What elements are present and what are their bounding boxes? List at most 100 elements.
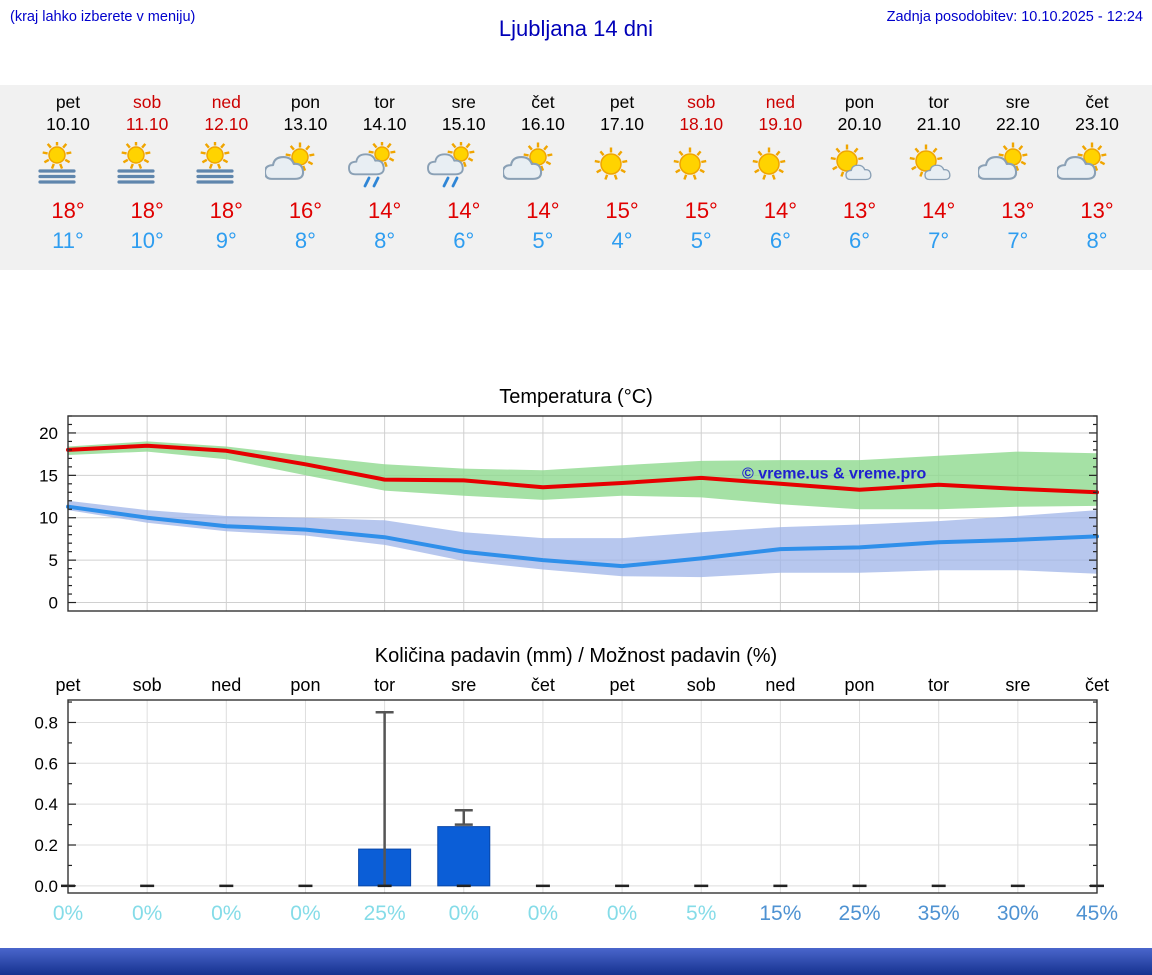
partly-cloudy-icon — [1057, 142, 1137, 190]
low-temp: 5° — [532, 228, 554, 253]
precip-percent: 0% — [527, 902, 559, 925]
temp-y-tick-label: 0 — [49, 594, 58, 613]
precip-day-label: pon — [844, 675, 875, 695]
temp-y-tick-label: 15 — [39, 466, 58, 485]
forecast-day-17.10: pet 17.10 15° 4° — [582, 85, 662, 254]
day-name: čet — [1085, 92, 1109, 112]
min-temp-band — [68, 500, 1097, 578]
partly-cloudy-icon — [502, 142, 583, 190]
day-date: 10.10 — [46, 114, 90, 134]
low-temp: 9° — [215, 228, 237, 253]
precip-day-label: ned — [211, 675, 242, 695]
day-name: pon — [844, 92, 875, 112]
precip-day-label: sre — [451, 675, 477, 695]
day-name: sob — [687, 92, 716, 112]
max-temp-band — [68, 441, 1097, 510]
high-temp: 15° — [605, 198, 639, 223]
low-temp: 6° — [453, 228, 475, 253]
precip-percent: 25% — [838, 902, 881, 925]
temp-y-axis: 0 5 10 15 20 — [39, 415, 1097, 613]
precip-gridlines — [68, 700, 1097, 893]
low-temp: 4° — [611, 228, 633, 253]
low-temp: 5° — [690, 228, 712, 253]
low-temp: 10° — [130, 228, 164, 253]
high-temp: 13° — [1001, 198, 1035, 223]
high-temp: 14° — [763, 198, 798, 223]
day-name: sre — [1005, 92, 1030, 112]
forecast-day-23.10: čet 23.10 13° 8° — [1057, 85, 1137, 254]
high-temp: 14° — [447, 198, 481, 223]
day-date: 18.10 — [679, 114, 724, 134]
page-title: Ljubljana 14 dni — [498, 16, 654, 41]
day-date: 12.10 — [204, 114, 249, 134]
high-temp: 16° — [288, 198, 323, 223]
precip-percent: 25% — [363, 902, 406, 925]
max-temp-line — [66, 443, 1099, 495]
forecast-day-11.10: sob 11.10 18° 10° — [107, 85, 187, 254]
low-temp: 6° — [849, 228, 871, 253]
low-temp: 11° — [52, 228, 84, 253]
day-name: ned — [765, 92, 795, 112]
precip-day-label: tor — [374, 675, 396, 695]
high-temp: 18° — [130, 198, 164, 223]
precip-day-label: tor — [928, 675, 950, 695]
precip-percent: 5% — [686, 902, 717, 925]
temperature-chart: © vreme.us & vreme.pro 0 5 10 15 20 — [0, 413, 1152, 625]
sun-fog-icon — [186, 142, 266, 190]
day-date: 16.10 — [521, 114, 565, 134]
precip-day-label: pet — [609, 675, 635, 695]
precip-percent: 30% — [996, 902, 1039, 925]
high-temp: 15° — [684, 198, 718, 223]
temp-plot-border — [67, 415, 1098, 612]
forecast-day-20.10: pon 20.10 13° 6° — [820, 85, 900, 254]
day-name: tor — [928, 92, 949, 112]
forecast-day-22.10: sre 22.10 13° 7° — [977, 85, 1058, 254]
precip-y-tick-label: 0.6 — [34, 754, 58, 773]
high-temp: 13° — [1080, 198, 1114, 223]
precip-day-label: pon — [290, 675, 321, 695]
day-date: 23.10 — [1075, 114, 1119, 134]
forecast-day-12.10: ned 12.10 18° 9° — [186, 85, 266, 254]
day-name: pet — [609, 92, 635, 112]
rain-showers-icon — [345, 142, 425, 190]
forecast-strip: pet 10.10 18° 11° sob 11.10 18° 10° ned 12.10 18° 9… — [0, 85, 1152, 270]
rain-showers-icon — [424, 142, 504, 190]
temperature-chart-title: Temperatura (°C) — [499, 386, 653, 408]
sunny-icon — [661, 142, 741, 190]
precip-percent: 45% — [1075, 902, 1119, 925]
partly-cloudy-icon — [265, 142, 345, 190]
day-date: 22.10 — [995, 114, 1040, 134]
low-temp: 7° — [1007, 228, 1029, 253]
precip-percent: 0% — [606, 902, 638, 925]
precip-day-label: pet — [55, 675, 81, 695]
precip-percent: 0% — [448, 902, 479, 925]
precip-chart-title: Količina padavin (mm) / Možnost padavin … — [374, 645, 778, 667]
forecast-day-14.10: tor 14.10 14° 8° — [345, 85, 425, 254]
precip-y-tick-label: 0.2 — [34, 836, 58, 855]
low-temp: 8° — [374, 228, 396, 253]
precip-day-label: ned — [765, 675, 796, 695]
day-date: 20.10 — [837, 114, 882, 134]
precip-whisker — [375, 711, 394, 886]
day-name: pon — [290, 92, 321, 112]
precip-percent-labels: 0% 0% 0% 0% 25% 0% 0% 0% 5% 15% 25% 35% 30% 45% — [0, 902, 1152, 932]
temp-y-tick-label: 10 — [39, 509, 58, 528]
forecast-day-10.10: pet 10.10 18° 11° — [28, 85, 108, 254]
temperature-chart-svg: © vreme.us & vreme.pro 0 5 10 15 20 — [39, 415, 1099, 613]
low-temp: 6° — [769, 228, 791, 253]
forecast-day-13.10: pon 13.10 16° 8° — [265, 85, 345, 254]
precip-day-labels: pet sob ned pon tor sre čet pet sob ned pon tor sre č… — [0, 675, 1152, 699]
sun-fog-icon — [28, 142, 108, 190]
sunny-icon — [740, 142, 820, 190]
precip-whisker — [454, 809, 473, 826]
day-date: 13.10 — [283, 114, 328, 134]
precip-percent: 0% — [52, 902, 84, 925]
day-name: pet — [55, 92, 81, 112]
precip-y-tick-label: 0.8 — [34, 713, 58, 732]
high-temp: 18° — [51, 198, 85, 223]
precip-y-tick-label: 0.4 — [34, 795, 58, 814]
precip-percent: 0% — [211, 902, 242, 925]
precip-percent: 0% — [131, 902, 163, 925]
sunny-icon — [582, 142, 662, 190]
precip-percent: 15% — [759, 902, 802, 925]
